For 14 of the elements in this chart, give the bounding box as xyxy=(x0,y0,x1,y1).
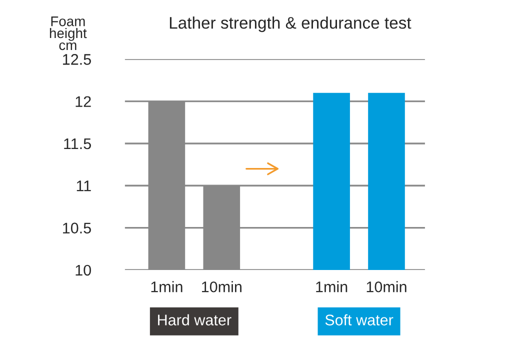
y-tick-label: 10 xyxy=(76,264,91,276)
y-tick-label: 11.5 xyxy=(64,138,91,150)
y-tick-label: 11 xyxy=(76,180,91,192)
x-tick-label: 1min xyxy=(151,281,182,292)
x-tick-label: 10min xyxy=(202,281,242,292)
text: Soft water xyxy=(325,314,394,326)
y-axis-title: Foam height cm xyxy=(50,16,87,50)
y-tick-label: 10.5 xyxy=(63,222,91,234)
y-tick-label: 12.5 xyxy=(63,54,91,65)
chart-title: Lather strength & endurance test xyxy=(170,16,412,32)
x-tick-label: 1min xyxy=(316,281,348,292)
text: Hard water xyxy=(158,314,232,326)
x-tick-label: 10min xyxy=(366,281,406,292)
y-tick-label: 12 xyxy=(76,96,91,107)
